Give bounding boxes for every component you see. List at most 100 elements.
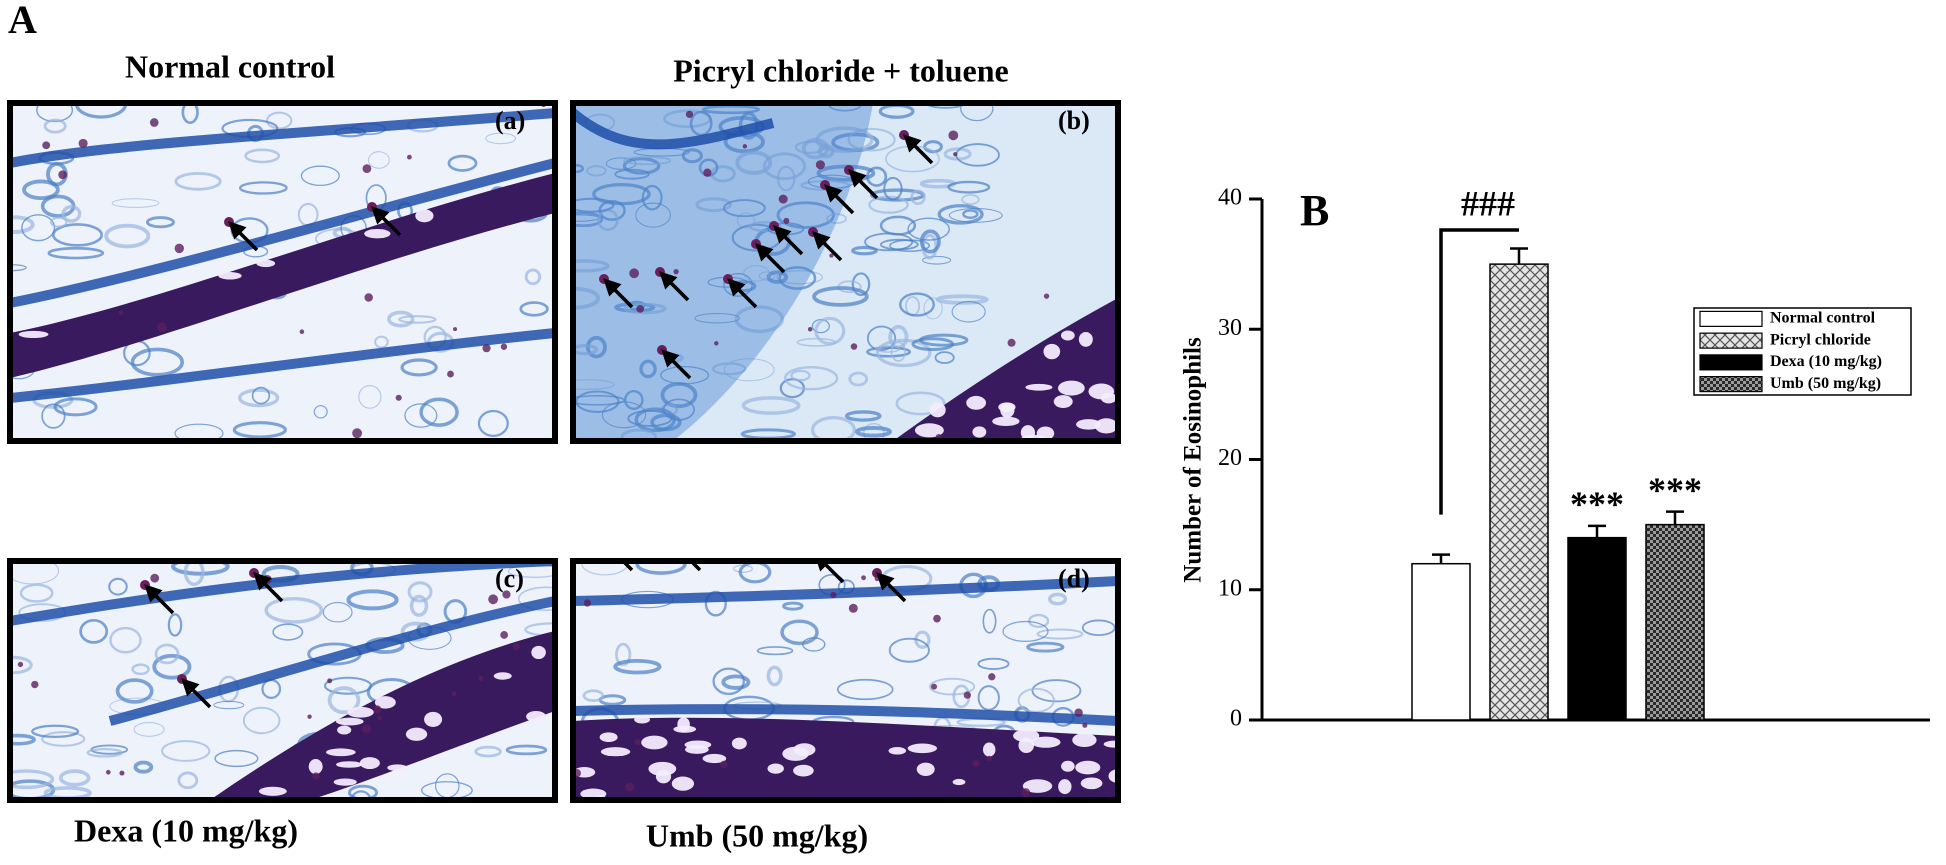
tissue-fiber	[272, 623, 304, 641]
tissue-fiber	[928, 677, 976, 696]
cell-nucleus	[377, 715, 382, 721]
tissue-fiber	[977, 657, 1010, 670]
cell-nucleus	[634, 739, 641, 746]
panel-label: B	[1300, 186, 1329, 235]
tissue-fiber	[108, 577, 128, 596]
tissue-fiber	[573, 379, 615, 390]
tissue-fiber	[10, 655, 33, 675]
cell-nucleus	[362, 724, 371, 733]
chondrocyte	[374, 696, 396, 709]
micrograph	[573, 103, 1118, 441]
tissue-fiber	[826, 213, 847, 224]
chondrocyte	[1076, 419, 1101, 430]
tissue-fiber	[575, 390, 620, 413]
tissue-fiber	[327, 686, 361, 715]
tissue-fiber	[174, 423, 224, 441]
tissue-fiber	[704, 590, 727, 617]
tissue-fiber	[41, 403, 66, 429]
tissue-fiber	[735, 150, 773, 175]
chondrocyte	[655, 769, 672, 784]
chondrocyte	[599, 732, 618, 743]
tissue-fiber	[1036, 628, 1084, 640]
legend-label: Umb (50 mg/kg)	[1770, 375, 1881, 392]
tissue-fiber	[1002, 620, 1049, 642]
y-tick-label: 0	[1230, 706, 1242, 732]
tissue-fiber	[951, 301, 986, 323]
chondrocyte	[493, 672, 512, 680]
tissue-fiber	[836, 678, 894, 701]
tissue-fiber	[639, 359, 657, 379]
chondrocyte	[914, 423, 944, 438]
cell-nucleus	[500, 631, 509, 639]
tissue-fiber	[802, 637, 826, 652]
tissue-fiber	[323, 676, 373, 695]
tissue-fiber	[407, 581, 433, 603]
tissue-fiber	[662, 398, 695, 421]
cell-nucleus	[312, 772, 320, 780]
tissue-fiber	[910, 189, 926, 206]
tissue-fiber	[86, 747, 123, 758]
chondrocyte	[1075, 760, 1101, 775]
cell-nucleus	[815, 160, 825, 170]
tissue-fiber	[937, 204, 984, 225]
chondrocyte	[1013, 729, 1040, 743]
cell-nucleus	[395, 394, 402, 401]
panel-tag: (b)	[1058, 106, 1090, 135]
chondrocyte	[677, 717, 690, 732]
cell-nucleus	[1043, 293, 1050, 299]
cell-nucleus	[1007, 338, 1016, 347]
chondrocyte	[1018, 737, 1034, 754]
eosinophil	[899, 130, 909, 140]
tissue-fiber	[213, 700, 245, 710]
tissue-layer	[108, 596, 555, 726]
tissue-fiber	[934, 351, 955, 364]
tissue-fiber	[623, 302, 667, 315]
arrow	[661, 349, 692, 380]
chondrocyte	[1043, 343, 1061, 360]
tissue-fiber	[888, 637, 930, 663]
eosinophil	[367, 202, 377, 212]
tissue-fiber	[10, 215, 35, 235]
tissue-fiber	[919, 333, 969, 347]
cell-nucleus	[482, 344, 491, 353]
tissue-fiber	[53, 397, 98, 417]
tissue-fiber	[22, 179, 60, 201]
cell-nucleus	[362, 164, 372, 173]
tissue-fiber	[741, 396, 801, 415]
tissue-fiber	[242, 706, 281, 735]
tissue-fiber	[266, 111, 293, 130]
eosinophil	[177, 674, 187, 684]
tissue-fiber	[776, 270, 824, 285]
tissue-fiber	[907, 217, 950, 241]
chondrocyte	[702, 753, 727, 764]
tissue-fiber	[766, 270, 789, 284]
cell-nucleus	[714, 341, 719, 346]
tissue-fiber	[447, 154, 478, 172]
tissue-fiber	[812, 286, 869, 307]
arrow	[824, 184, 855, 215]
tissue-fiber	[109, 626, 142, 654]
bracket-label: ###	[1461, 183, 1515, 223]
tissue-fiber	[111, 198, 160, 208]
tissue-fiber	[919, 229, 941, 254]
cell-nucleus	[502, 590, 511, 599]
chondrocyte	[1025, 383, 1053, 391]
tissue-fiber	[848, 371, 869, 387]
error-bar	[1588, 524, 1606, 538]
chondrocyte	[387, 764, 408, 772]
panel-border	[7, 558, 558, 803]
micrographs: (a) (b) (c) (d)	[7, 100, 1121, 803]
tissue-fiber	[1027, 613, 1050, 629]
cell-nucleus	[848, 603, 858, 613]
tissue-fiber	[524, 268, 542, 286]
tissue-fiber	[624, 389, 644, 410]
chondrocyte	[424, 711, 443, 727]
chondrocyte	[256, 259, 276, 268]
tissue-fiber	[1081, 619, 1116, 636]
tissue-fiber	[701, 104, 761, 115]
cell-nucleus	[157, 322, 167, 333]
tissue-fiber	[58, 769, 91, 787]
chondrocyte	[731, 737, 747, 750]
arrow	[814, 561, 845, 584]
